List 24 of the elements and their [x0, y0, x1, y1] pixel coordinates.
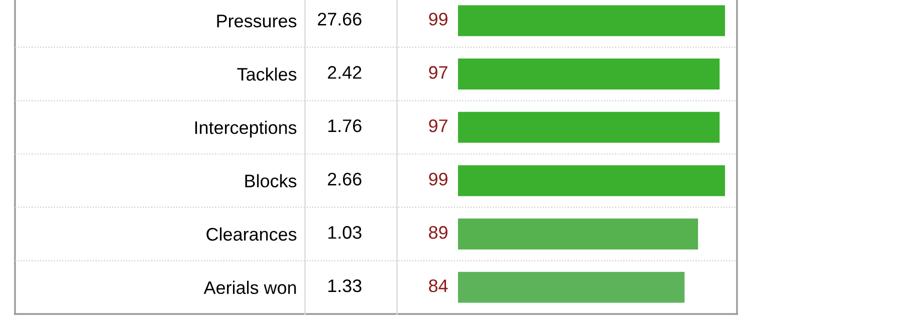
y-tick-label: Blocks: [245, 174, 296, 188]
bar: [458, 165, 725, 196]
bar: [458, 5, 725, 36]
text: 2.42: [328, 66, 362, 79]
data-label: 99: [429, 12, 448, 26]
bar: [458, 58, 720, 90]
data-label: 97: [429, 119, 448, 132]
text: 27.66: [318, 12, 362, 26]
y-tick-label: Pressures: [217, 14, 296, 28]
y-tick-label: Tackles: [237, 67, 296, 81]
data-label: 99: [429, 172, 448, 186]
y-tick-label: Aerials won: [204, 280, 296, 294]
data-label: 97: [429, 66, 448, 79]
bar: [458, 272, 685, 303]
data-label: 89: [428, 226, 448, 239]
bar: [458, 112, 720, 143]
text: 2.66: [328, 172, 362, 186]
y-tick-label: Interceptions: [195, 120, 296, 138]
data-label: 84: [428, 279, 448, 292]
text: 1.76: [328, 119, 362, 132]
y-tick-label: Clearances: [206, 227, 296, 241]
text: 1.03: [328, 226, 362, 239]
text: 1.33: [328, 279, 362, 292]
bar: [458, 218, 698, 250]
